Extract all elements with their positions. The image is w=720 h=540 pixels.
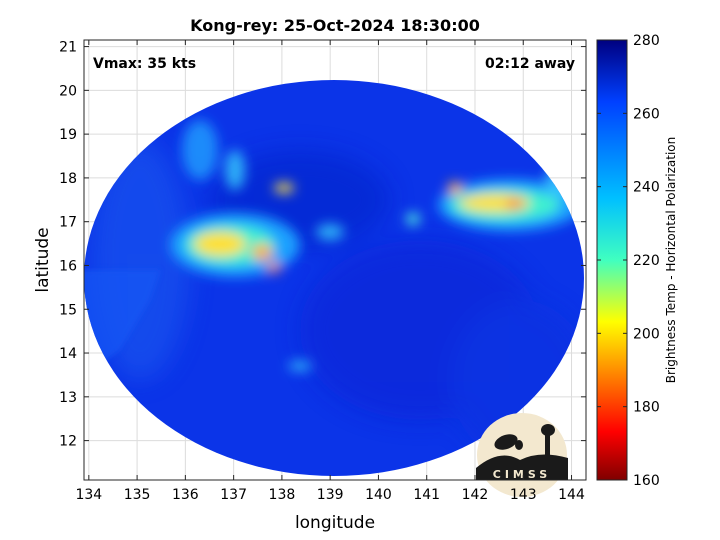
- satellite-dish-icon: [494, 434, 518, 450]
- colorbar-tick-240: 240: [633, 180, 660, 196]
- x-tick-134: 134: [75, 487, 102, 503]
- water-tower-icon: [545, 434, 550, 460]
- axis-ticks: [84, 40, 586, 480]
- y-tick-17: 17: [59, 215, 77, 231]
- colorbar-tick-200: 200: [633, 326, 660, 342]
- colorbar-gradient: [596, 39, 628, 481]
- y-tick-13: 13: [59, 390, 77, 406]
- x-tick-137: 137: [220, 487, 247, 503]
- x-axis-label: longitude: [295, 513, 375, 533]
- y-tick-21: 21: [59, 40, 77, 56]
- cimss-logo: CIMSS: [476, 413, 568, 497]
- plot-frame: [83, 39, 587, 481]
- colorbar: 160 180 200 220 240 260 280 Brightness T…: [596, 33, 678, 489]
- y-tick-18: 18: [59, 171, 77, 187]
- y-tick-20: 20: [59, 83, 77, 99]
- x-tick-138: 138: [269, 487, 296, 503]
- chart-title: Kong-rey: 25-Oct-2024 18:30:00: [190, 16, 480, 35]
- y-tick-16: 16: [59, 258, 77, 274]
- y-tick-15: 15: [59, 302, 77, 318]
- y-tick-14: 14: [59, 346, 77, 362]
- x-tick-139: 139: [317, 487, 344, 503]
- x-tick-142: 142: [462, 487, 489, 503]
- away-label: 02:12 away: [485, 56, 575, 72]
- y-tick-19: 19: [59, 127, 77, 143]
- y-axis-label: latitude: [33, 227, 53, 292]
- x-tick-140: 140: [365, 487, 392, 503]
- x-tick-135: 135: [124, 487, 151, 503]
- y-tick-labels: 12 13 14 15 16 17 18 19 20 21: [59, 40, 77, 450]
- colorbar-ticks: [597, 39, 627, 481]
- colorbar-tick-220: 220: [633, 253, 660, 269]
- colorbar-tick-180: 180: [633, 400, 660, 416]
- x-tick-143: 143: [510, 487, 537, 503]
- brightness-temp-swath: [84, 80, 584, 476]
- x-tick-141: 141: [413, 487, 440, 503]
- colorbar-tick-280: 280: [633, 33, 660, 49]
- colorbar-tick-160: 160: [633, 473, 660, 489]
- colorbar-tick-260: 260: [633, 106, 660, 122]
- vmax-label: Vmax: 35 kts: [93, 56, 196, 72]
- x-tick-144: 144: [558, 487, 585, 503]
- x-tick-136: 136: [172, 487, 199, 503]
- y-tick-12: 12: [59, 434, 77, 450]
- x-tick-labels: 134 135 136 137 138 139 140 141 142 143 …: [75, 487, 585, 503]
- colorbar-label: Brightness Temp - Horizontal Polarizatio…: [664, 137, 678, 384]
- logo-text: CIMSS: [493, 468, 551, 481]
